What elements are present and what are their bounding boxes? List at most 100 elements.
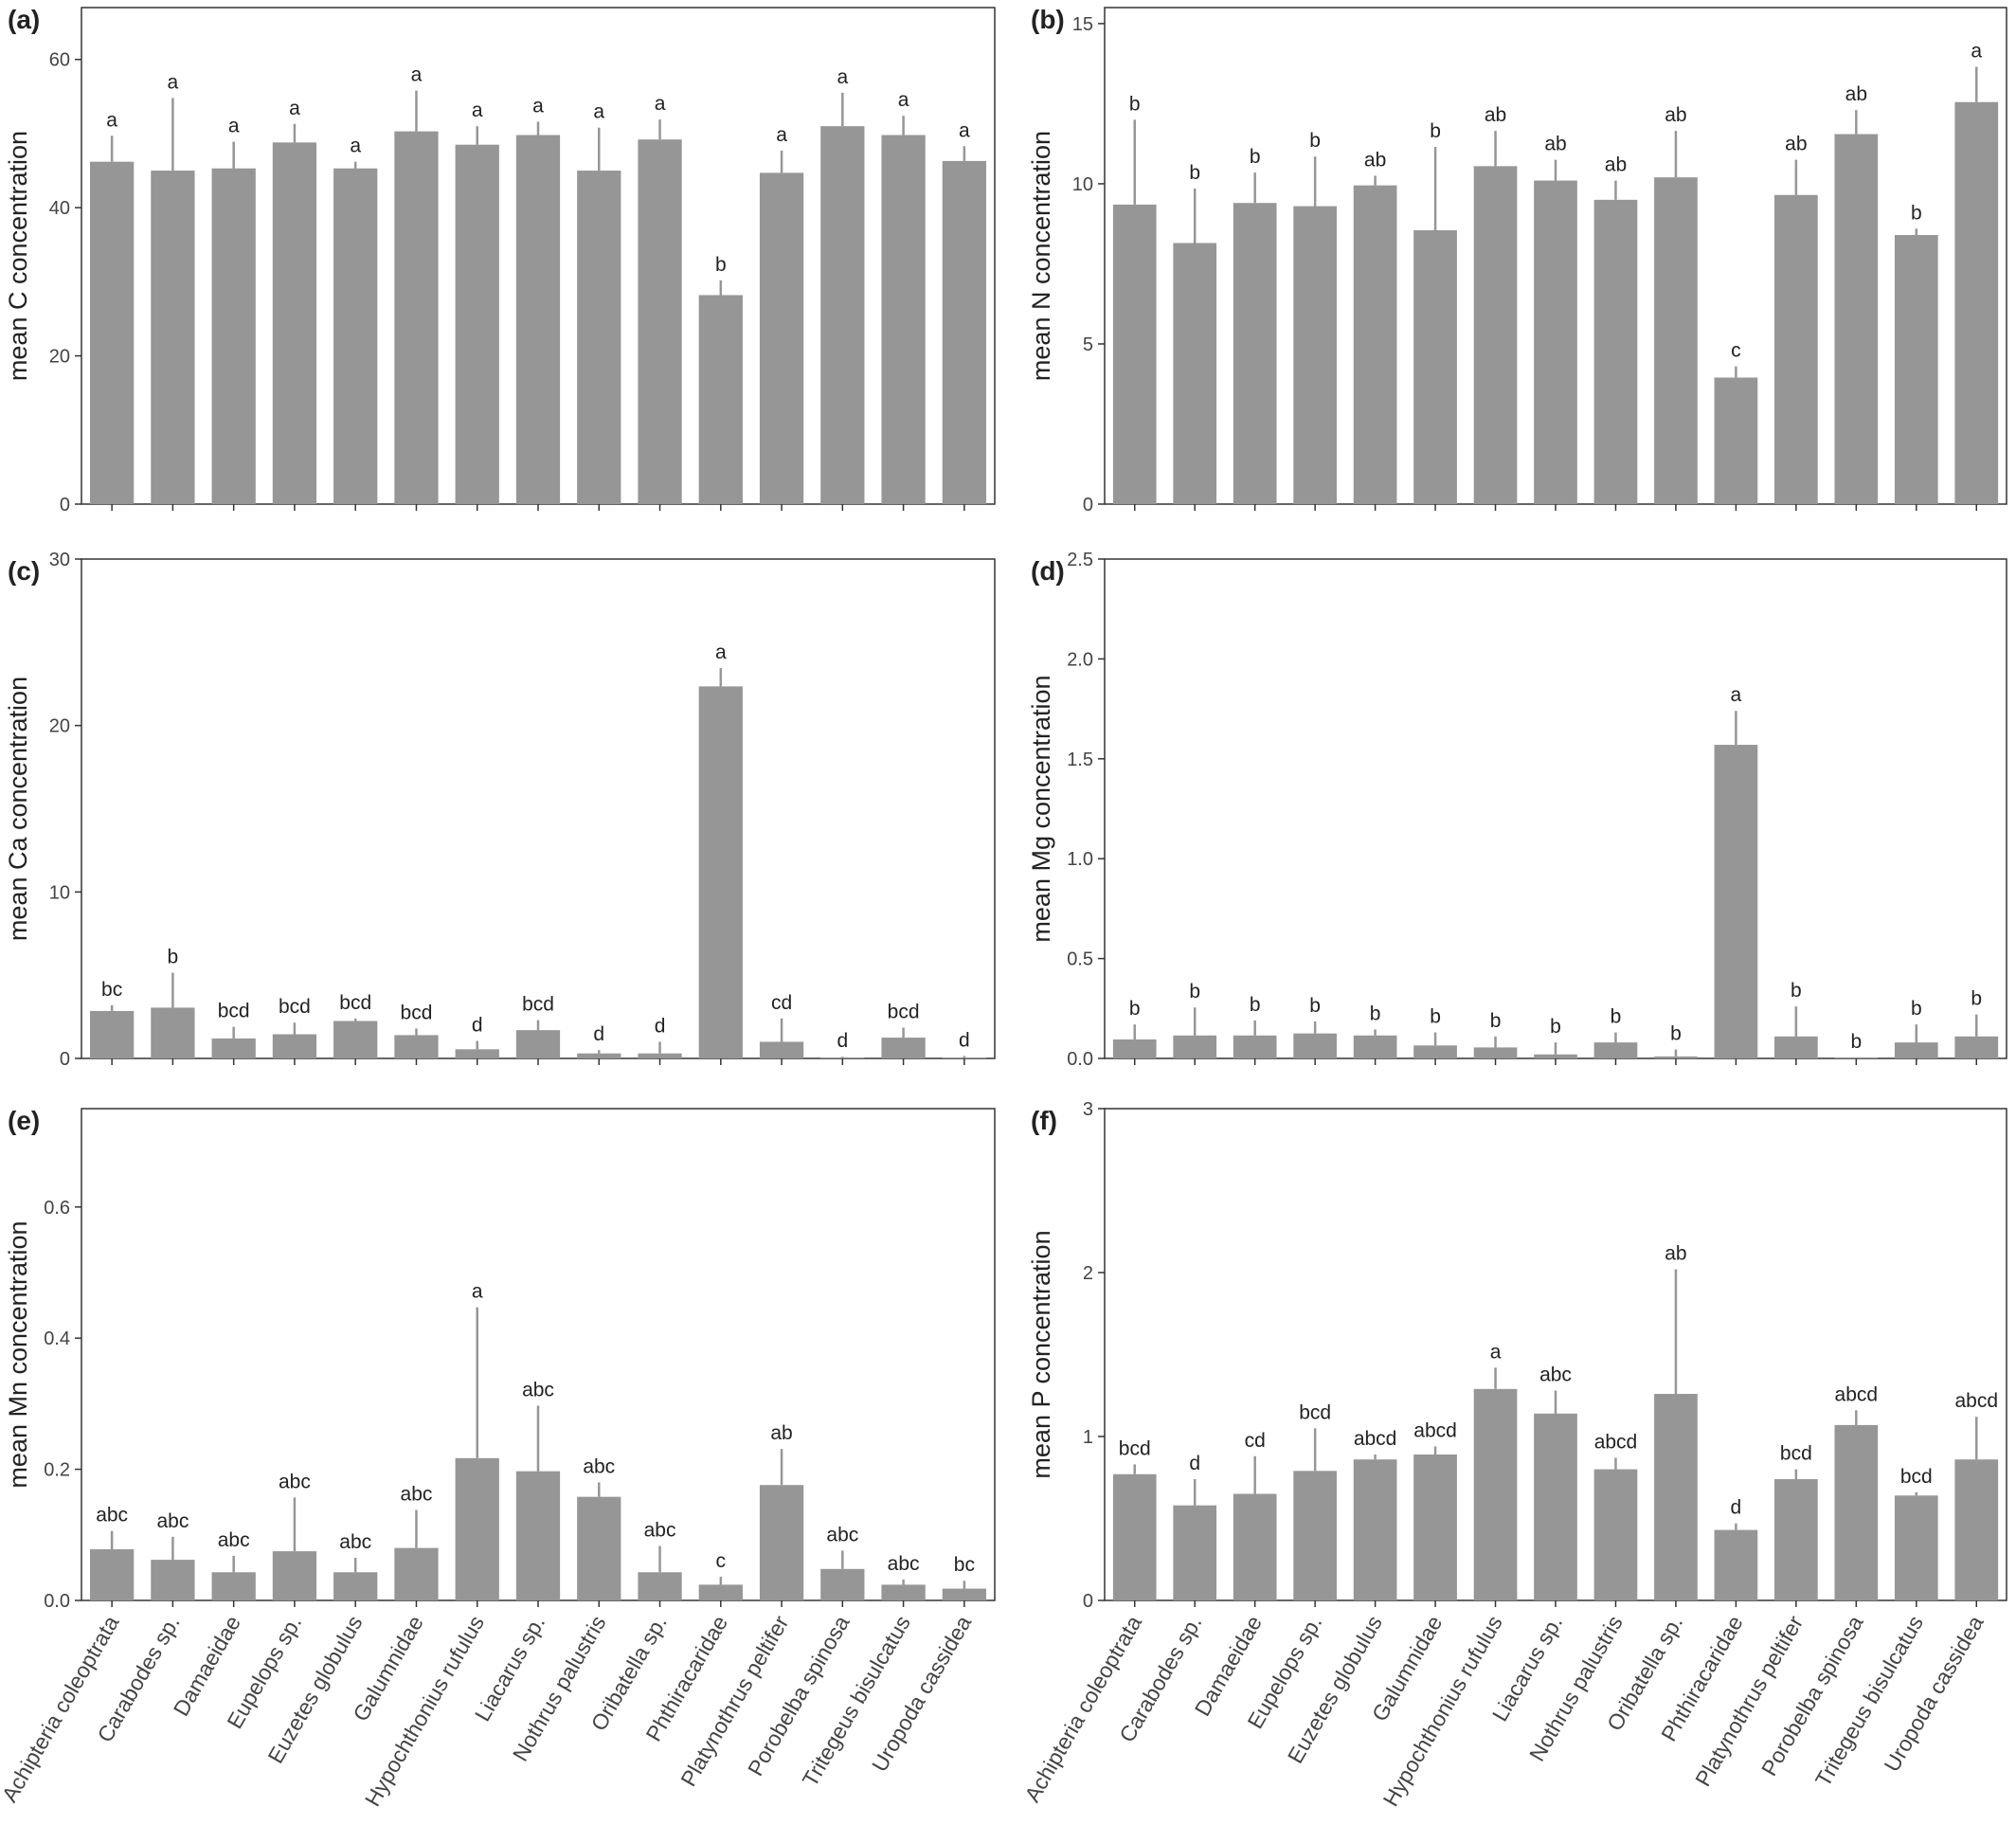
- significance-letter: ab: [1665, 104, 1686, 126]
- bar: [1112, 1039, 1157, 1058]
- significance-letter: b: [1309, 995, 1321, 1017]
- y-tick-label: 5: [1083, 334, 1093, 355]
- bar: [1353, 1459, 1397, 1600]
- significance-letter: c: [1731, 340, 1741, 362]
- significance-letter: a: [350, 136, 361, 157]
- bar: [211, 168, 256, 504]
- bar: [1654, 177, 1698, 504]
- y-axis-label: mean P concentration: [1027, 1230, 1055, 1478]
- significance-letter: a: [715, 641, 727, 663]
- significance-letter: b: [1670, 1023, 1682, 1045]
- significance-letter: abc: [156, 1510, 189, 1532]
- bar: [942, 160, 987, 505]
- bar: [638, 139, 682, 504]
- bar: [455, 1049, 499, 1058]
- bar: [1233, 203, 1277, 504]
- significance-letter: abc: [96, 1505, 128, 1527]
- significance-letter: bcd: [1299, 1401, 1331, 1423]
- y-tick-label: 0.4: [44, 1328, 70, 1349]
- bar: [698, 1584, 743, 1600]
- bar: [455, 144, 499, 504]
- significance-letter: bcd: [401, 1002, 433, 1023]
- bar: [942, 1057, 987, 1058]
- significance-letter: abcd: [1413, 1419, 1457, 1441]
- bar: [1534, 180, 1577, 504]
- bar: [89, 1549, 135, 1600]
- significance-letter: ab: [770, 1422, 792, 1444]
- bar: [1233, 1035, 1277, 1058]
- significance-letter: b: [1250, 994, 1261, 1016]
- significance-letter: b: [1129, 998, 1141, 1020]
- significance-letter: abc: [522, 1379, 554, 1400]
- y-axis-label: mean N concentration: [1027, 131, 1055, 381]
- significance-letter: abc: [401, 1484, 433, 1506]
- y-tick-label: 2: [1083, 1263, 1093, 1284]
- bar: [151, 171, 195, 505]
- bar: [272, 142, 317, 504]
- bar: [1714, 377, 1758, 504]
- bar: [1293, 1471, 1337, 1600]
- significance-letter: abc: [218, 1529, 250, 1551]
- significance-letter: bcd: [279, 996, 311, 1018]
- bar: [1173, 1505, 1217, 1600]
- panel-border: [1104, 558, 2007, 1059]
- bar: [1534, 1054, 1577, 1058]
- significance-letter: abc: [339, 1531, 371, 1553]
- x-tick-label: Platynothrus peltifer: [1690, 1611, 1808, 1790]
- significance-letter: d: [1731, 1497, 1742, 1519]
- panel-label: (f): [1031, 1106, 1057, 1135]
- significance-letter: b: [1791, 980, 1802, 1002]
- panel-0: 0 20 40 60 mean C concentration (a) a a a a a a a a a a…: [4, 5, 996, 515]
- bar: [698, 686, 743, 1058]
- bar: [1473, 1047, 1518, 1058]
- significance-letter: a: [837, 66, 848, 88]
- significance-letter: a: [168, 71, 179, 93]
- significance-letter: b: [715, 254, 727, 276]
- bar: [577, 1053, 621, 1058]
- significance-letter: b: [1911, 998, 1922, 1020]
- significance-letter: bc: [954, 1554, 975, 1576]
- significance-letter: c: [716, 1550, 727, 1572]
- significance-letter: abc: [644, 1520, 676, 1542]
- panel-label: (a): [8, 5, 40, 34]
- significance-letter: ab: [1845, 83, 1867, 105]
- significance-letter: abc: [279, 1471, 311, 1492]
- bar: [698, 295, 743, 504]
- bar: [151, 1560, 195, 1600]
- significance-letter: b: [1490, 1010, 1502, 1032]
- x-tick-label: Hypochthonius rufulus: [360, 1612, 489, 1811]
- bar: [1413, 229, 1457, 504]
- y-tick-label: 10: [49, 882, 70, 903]
- bar: [1593, 1042, 1638, 1058]
- bar: [515, 135, 561, 504]
- bar: [1233, 1493, 1277, 1600]
- significance-letter: bcd: [218, 1001, 250, 1022]
- panel-label: (c): [8, 556, 40, 586]
- significance-letter: d: [959, 1029, 970, 1051]
- bar: [881, 1584, 926, 1600]
- bar: [1774, 1478, 1818, 1600]
- bar: [1654, 1056, 1698, 1058]
- panel-border: [81, 558, 996, 1059]
- significance-letter: abc: [826, 1524, 858, 1545]
- bar: [1774, 1036, 1818, 1058]
- bar: [1654, 1394, 1698, 1600]
- bar: [1413, 1455, 1457, 1600]
- y-tick-label: 0.0: [44, 1591, 70, 1612]
- significance-letter: a: [593, 101, 604, 123]
- y-tick-label: 30: [49, 550, 70, 570]
- panel-label: (d): [1031, 556, 1065, 586]
- x-tick-label: Tritegeus bisulcatus: [1810, 1612, 1928, 1791]
- significance-letter: b: [1189, 162, 1200, 184]
- significance-letter: bcd: [888, 1002, 920, 1023]
- y-tick-label: 0: [1083, 1591, 1093, 1612]
- bar: [1894, 235, 1938, 504]
- bar: [1714, 1529, 1758, 1600]
- bar: [1954, 1036, 1999, 1058]
- significance-letter: ab: [1364, 149, 1386, 171]
- y-tick-label: 60: [49, 50, 70, 71]
- bar: [1774, 194, 1818, 504]
- significance-letter: d: [472, 1015, 483, 1037]
